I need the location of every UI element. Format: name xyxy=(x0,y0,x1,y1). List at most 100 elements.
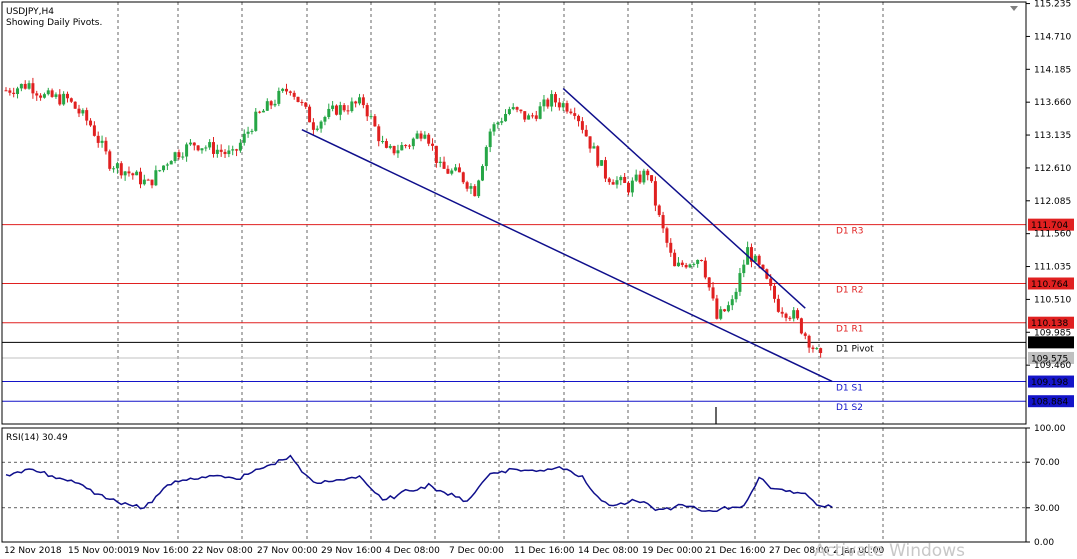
candle-body xyxy=(115,163,119,169)
candle-body xyxy=(319,121,323,129)
candle-body xyxy=(538,106,542,119)
candle-body xyxy=(734,291,738,300)
candle-body xyxy=(415,133,419,139)
rsi-y-tick-label: 100.00 xyxy=(1034,424,1066,434)
candle-body xyxy=(811,347,815,349)
candle-body xyxy=(496,122,500,125)
candle-body xyxy=(123,171,127,176)
candle-body xyxy=(135,171,139,176)
candle-body xyxy=(642,170,646,183)
candle-body xyxy=(819,348,823,354)
pivot-levels: D1 R3 111.704 D1 R2 110.764 D1 R1 110.138 D1 P… xyxy=(2,218,1074,413)
trendlines xyxy=(301,87,833,383)
candle-body xyxy=(62,93,66,105)
candle-body xyxy=(688,264,692,268)
candle-body xyxy=(89,120,93,126)
chart-shift-icon xyxy=(1010,6,1018,11)
price-tag xyxy=(1028,316,1074,329)
candle-body xyxy=(204,147,208,149)
candle-body xyxy=(761,264,765,270)
y-tick-label: 113.135 xyxy=(1034,131,1071,141)
candle-body xyxy=(557,102,561,108)
candle-body xyxy=(653,181,657,206)
candle-body xyxy=(4,90,8,92)
axes: 12 Nov 2018 15 Nov 00:00 19 Nov 16:00 22 No… xyxy=(4,0,1071,556)
candle-body xyxy=(365,105,369,117)
candle-body xyxy=(784,313,788,318)
x-tick-label: 29 Nov 16:00 xyxy=(321,546,382,556)
candle-body xyxy=(69,98,73,102)
candle-body xyxy=(19,83,23,89)
x-tick-label: 22 Nov 08:00 xyxy=(192,546,253,556)
candle-body xyxy=(296,96,300,103)
candle-body xyxy=(577,115,581,122)
rsi-line xyxy=(5,454,833,513)
candle-body xyxy=(584,129,588,137)
price-tag xyxy=(1028,395,1074,408)
candle-body xyxy=(242,133,246,143)
pivot-label: D1 R3 xyxy=(836,227,864,237)
candle-body xyxy=(158,170,162,172)
pivot-label: D1 S2 xyxy=(836,403,863,413)
candle-body xyxy=(323,117,327,122)
candle-body xyxy=(726,305,730,312)
candle-body xyxy=(131,173,135,176)
candle-body xyxy=(342,105,346,111)
last-price-tag xyxy=(1028,351,1074,364)
x-tick-label: 14 Dec 08:00 xyxy=(578,546,639,556)
candle-body xyxy=(527,115,531,120)
candle-body xyxy=(146,179,150,181)
candle-body xyxy=(192,142,196,146)
candle-body xyxy=(77,108,81,114)
candle-body xyxy=(669,242,673,253)
candle-body xyxy=(715,298,719,319)
candle-body xyxy=(273,103,277,106)
candle-body xyxy=(400,145,404,151)
chart-symbol-label: USDJPY,H4 xyxy=(6,7,54,17)
candle-body xyxy=(127,171,131,174)
x-tick-label: 19 Nov 16:00 xyxy=(128,546,189,556)
candle-body xyxy=(469,186,473,189)
y-tick-label: 110.510 xyxy=(1034,295,1071,305)
candle-body xyxy=(215,149,219,154)
candle-body xyxy=(515,107,519,110)
candle-body xyxy=(692,263,696,265)
pivot-label: D1 R2 xyxy=(836,286,864,296)
candle-body xyxy=(373,116,377,127)
candle-body xyxy=(46,90,50,95)
candle-body xyxy=(350,101,354,112)
candle-body xyxy=(630,180,634,193)
candle-body xyxy=(208,142,212,148)
chart-frame xyxy=(1,1,1027,543)
candle-body xyxy=(200,148,204,151)
candle-body xyxy=(550,94,554,107)
candle-body xyxy=(607,178,611,183)
candle-body xyxy=(611,182,615,185)
candle-body xyxy=(392,145,396,154)
candle-body xyxy=(473,186,477,197)
candle-body xyxy=(650,175,654,182)
candle-body xyxy=(815,348,819,350)
x-tick-label: 12 Nov 2018 xyxy=(4,546,62,556)
candle-body xyxy=(753,255,757,262)
candle-body xyxy=(154,170,158,186)
candle-body xyxy=(35,93,39,96)
candle-body xyxy=(504,113,508,122)
candle-body xyxy=(16,88,20,95)
chart-subtitle: Showing Daily Pivots. xyxy=(6,18,102,28)
y-tick-label: 112.085 xyxy=(1034,197,1071,207)
candle-body xyxy=(304,102,308,107)
vertical-grid xyxy=(117,2,884,542)
candle-body xyxy=(792,310,796,319)
candle-body xyxy=(346,110,350,112)
price-panel-frame xyxy=(1,1,1027,425)
candle-body xyxy=(546,99,550,107)
candle-body xyxy=(277,90,281,104)
candle-body xyxy=(261,110,265,113)
candle-body xyxy=(196,145,200,151)
candle-body xyxy=(788,317,792,319)
rsi-y-tick-label: 70.00 xyxy=(1034,458,1060,468)
pivot-label: D1 Pivot xyxy=(836,344,874,354)
candle-body xyxy=(442,161,446,169)
rsi-title: RSI(14) 30.49 xyxy=(6,433,68,443)
